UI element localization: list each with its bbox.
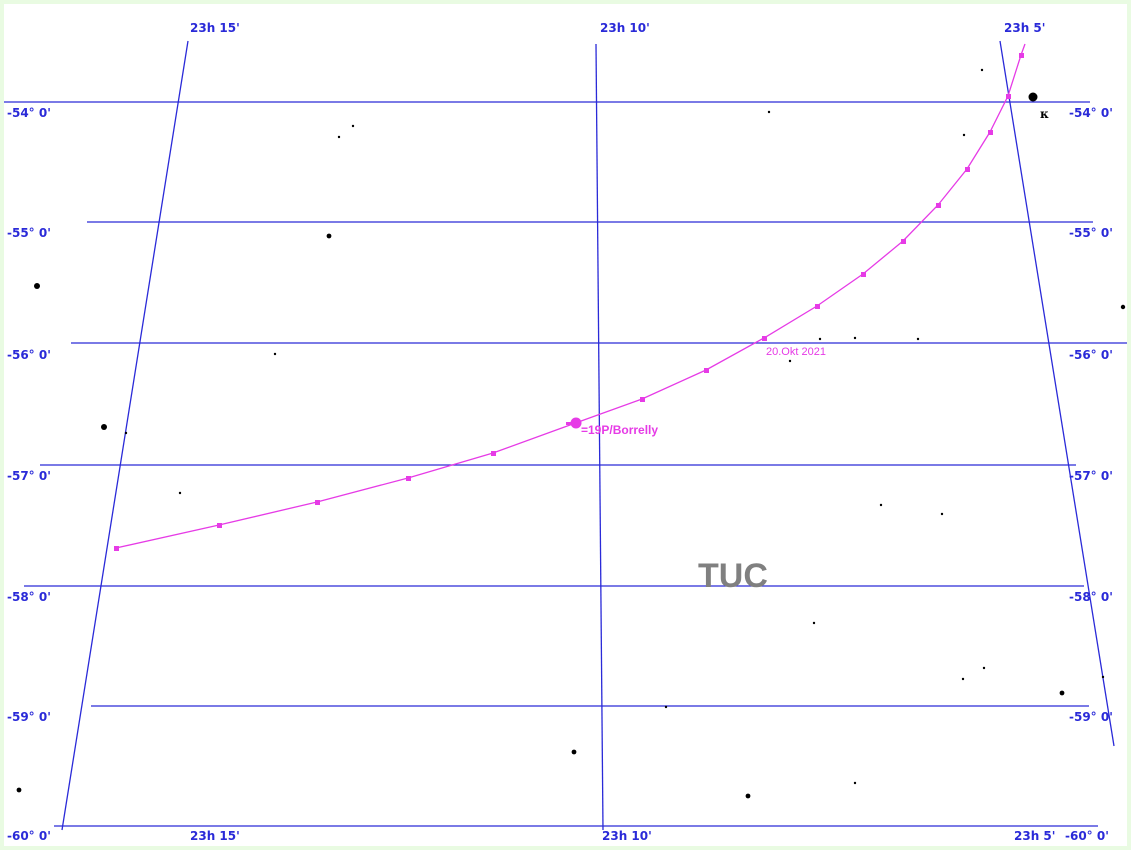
star-dot-icon: [124, 431, 128, 435]
ra-label-top: 23h 5': [1004, 21, 1045, 35]
date-tick: [114, 546, 119, 551]
star-chart: TUC: [4, 4, 1127, 846]
dec-label-left: -56° 0': [7, 348, 51, 362]
date-tick: [217, 523, 222, 528]
dec-label-left: -54° 0': [7, 106, 51, 120]
date-tick: [315, 500, 320, 505]
star-label-kappa: κ: [1040, 107, 1049, 121]
star-dot-icon: [664, 705, 668, 709]
star-dot-icon: [982, 666, 986, 670]
dec-label-right: -55° 0': [1069, 226, 1113, 240]
dec-label-right: -57° 0': [1069, 469, 1113, 483]
star-dot-icon: [1101, 675, 1105, 679]
constellation-label: TUC: [698, 557, 768, 595]
ra-labels-bottom: 23h 15' 23h 10' 23h 5': [190, 829, 1055, 843]
ra-line-23h15: [61, 40, 189, 831]
date-tick: [491, 451, 496, 456]
ra-label-top: 23h 10': [600, 21, 650, 35]
comet-trajectory: [115, 43, 1026, 549]
star-dot-icon: [1120, 304, 1126, 310]
star-dot-icon: [980, 68, 984, 72]
stars: [16, 68, 1126, 799]
comet-path: =19P/Borrelly 20.Okt 2021: [114, 43, 1026, 551]
star-dot-icon: [178, 491, 182, 495]
star-dot-icon: [788, 359, 792, 363]
star-dot-icon: [818, 337, 822, 341]
dec-label-left: -55° 0': [7, 226, 51, 240]
dec-label-left: -57° 0': [7, 469, 51, 483]
date-tick: [704, 368, 709, 373]
star-dot-icon: [34, 283, 40, 289]
ra-label-top: 23h 15': [190, 21, 240, 35]
ra-line-23h05: [999, 40, 1115, 747]
date-tick: [936, 203, 941, 208]
ra-grid: [61, 40, 1115, 831]
comet-date-markers: [114, 53, 1024, 551]
star-dot-icon: [745, 793, 751, 799]
star-chart-svg: TUC: [4, 21, 1127, 843]
star-dot-icon: [337, 135, 341, 139]
date-tick: [815, 304, 820, 309]
dec-label-right: -58° 0': [1069, 590, 1113, 604]
date-tick: [901, 239, 906, 244]
dec-label-right: -59° 0': [1069, 710, 1113, 724]
date-tick: [640, 397, 645, 402]
dec-label-right: -54° 0': [1069, 106, 1113, 120]
date-tick: [988, 130, 993, 135]
star-dot-icon: [812, 621, 816, 625]
date-tick: [965, 167, 970, 172]
star-dot-icon: [351, 124, 355, 128]
dec-label-right: -60° 0': [1065, 829, 1109, 843]
star-dot-icon: [853, 336, 857, 340]
dec-label-left: -60° 0': [7, 829, 51, 843]
star-dot-icon: [916, 337, 920, 341]
date-tick: [1019, 53, 1024, 58]
star-dot-icon: [1028, 92, 1038, 102]
dec-label-left: -58° 0': [7, 590, 51, 604]
star-dot-icon: [571, 749, 577, 755]
star-dot-icon: [16, 787, 22, 793]
declination-grid: [4, 101, 1127, 827]
date-tick: [1006, 94, 1011, 99]
ra-label-bottom: 23h 15': [190, 829, 240, 843]
star-dot-icon: [101, 424, 107, 430]
comet-date-label: 20.Okt 2021: [766, 346, 826, 358]
ra-label-bottom: 23h 10': [602, 829, 652, 843]
dec-label-right: -56° 0': [1069, 348, 1113, 362]
date-tick: [762, 336, 767, 341]
ra-line-23h10: [595, 43, 604, 831]
ra-label-bottom: 23h 5': [1014, 829, 1055, 843]
star-dot-icon: [879, 503, 883, 507]
star-dot-icon: [940, 512, 944, 516]
dec-labels-right: -54° 0' -55° 0' -56° 0' -57° 0' -58° 0' …: [1065, 106, 1113, 843]
comet-tail-icon: [566, 422, 576, 425]
star-dot-icon: [326, 233, 332, 239]
star-dot-icon: [853, 781, 857, 785]
star-dot-icon: [767, 110, 771, 114]
dec-label-left: -59° 0': [7, 710, 51, 724]
date-tick: [861, 272, 866, 277]
ra-labels-top: 23h 15' 23h 10' 23h 5': [190, 21, 1045, 35]
comet-name-label: =19P/Borrelly: [581, 423, 658, 437]
date-tick: [406, 476, 411, 481]
dec-labels-left: -54° 0' -55° 0' -56° 0' -57° 0' -58° 0' …: [7, 106, 51, 843]
star-dot-icon: [961, 677, 965, 681]
star-dot-icon: [273, 352, 277, 356]
star-dot-icon: [962, 133, 966, 137]
star-dot-icon: [1059, 690, 1065, 696]
